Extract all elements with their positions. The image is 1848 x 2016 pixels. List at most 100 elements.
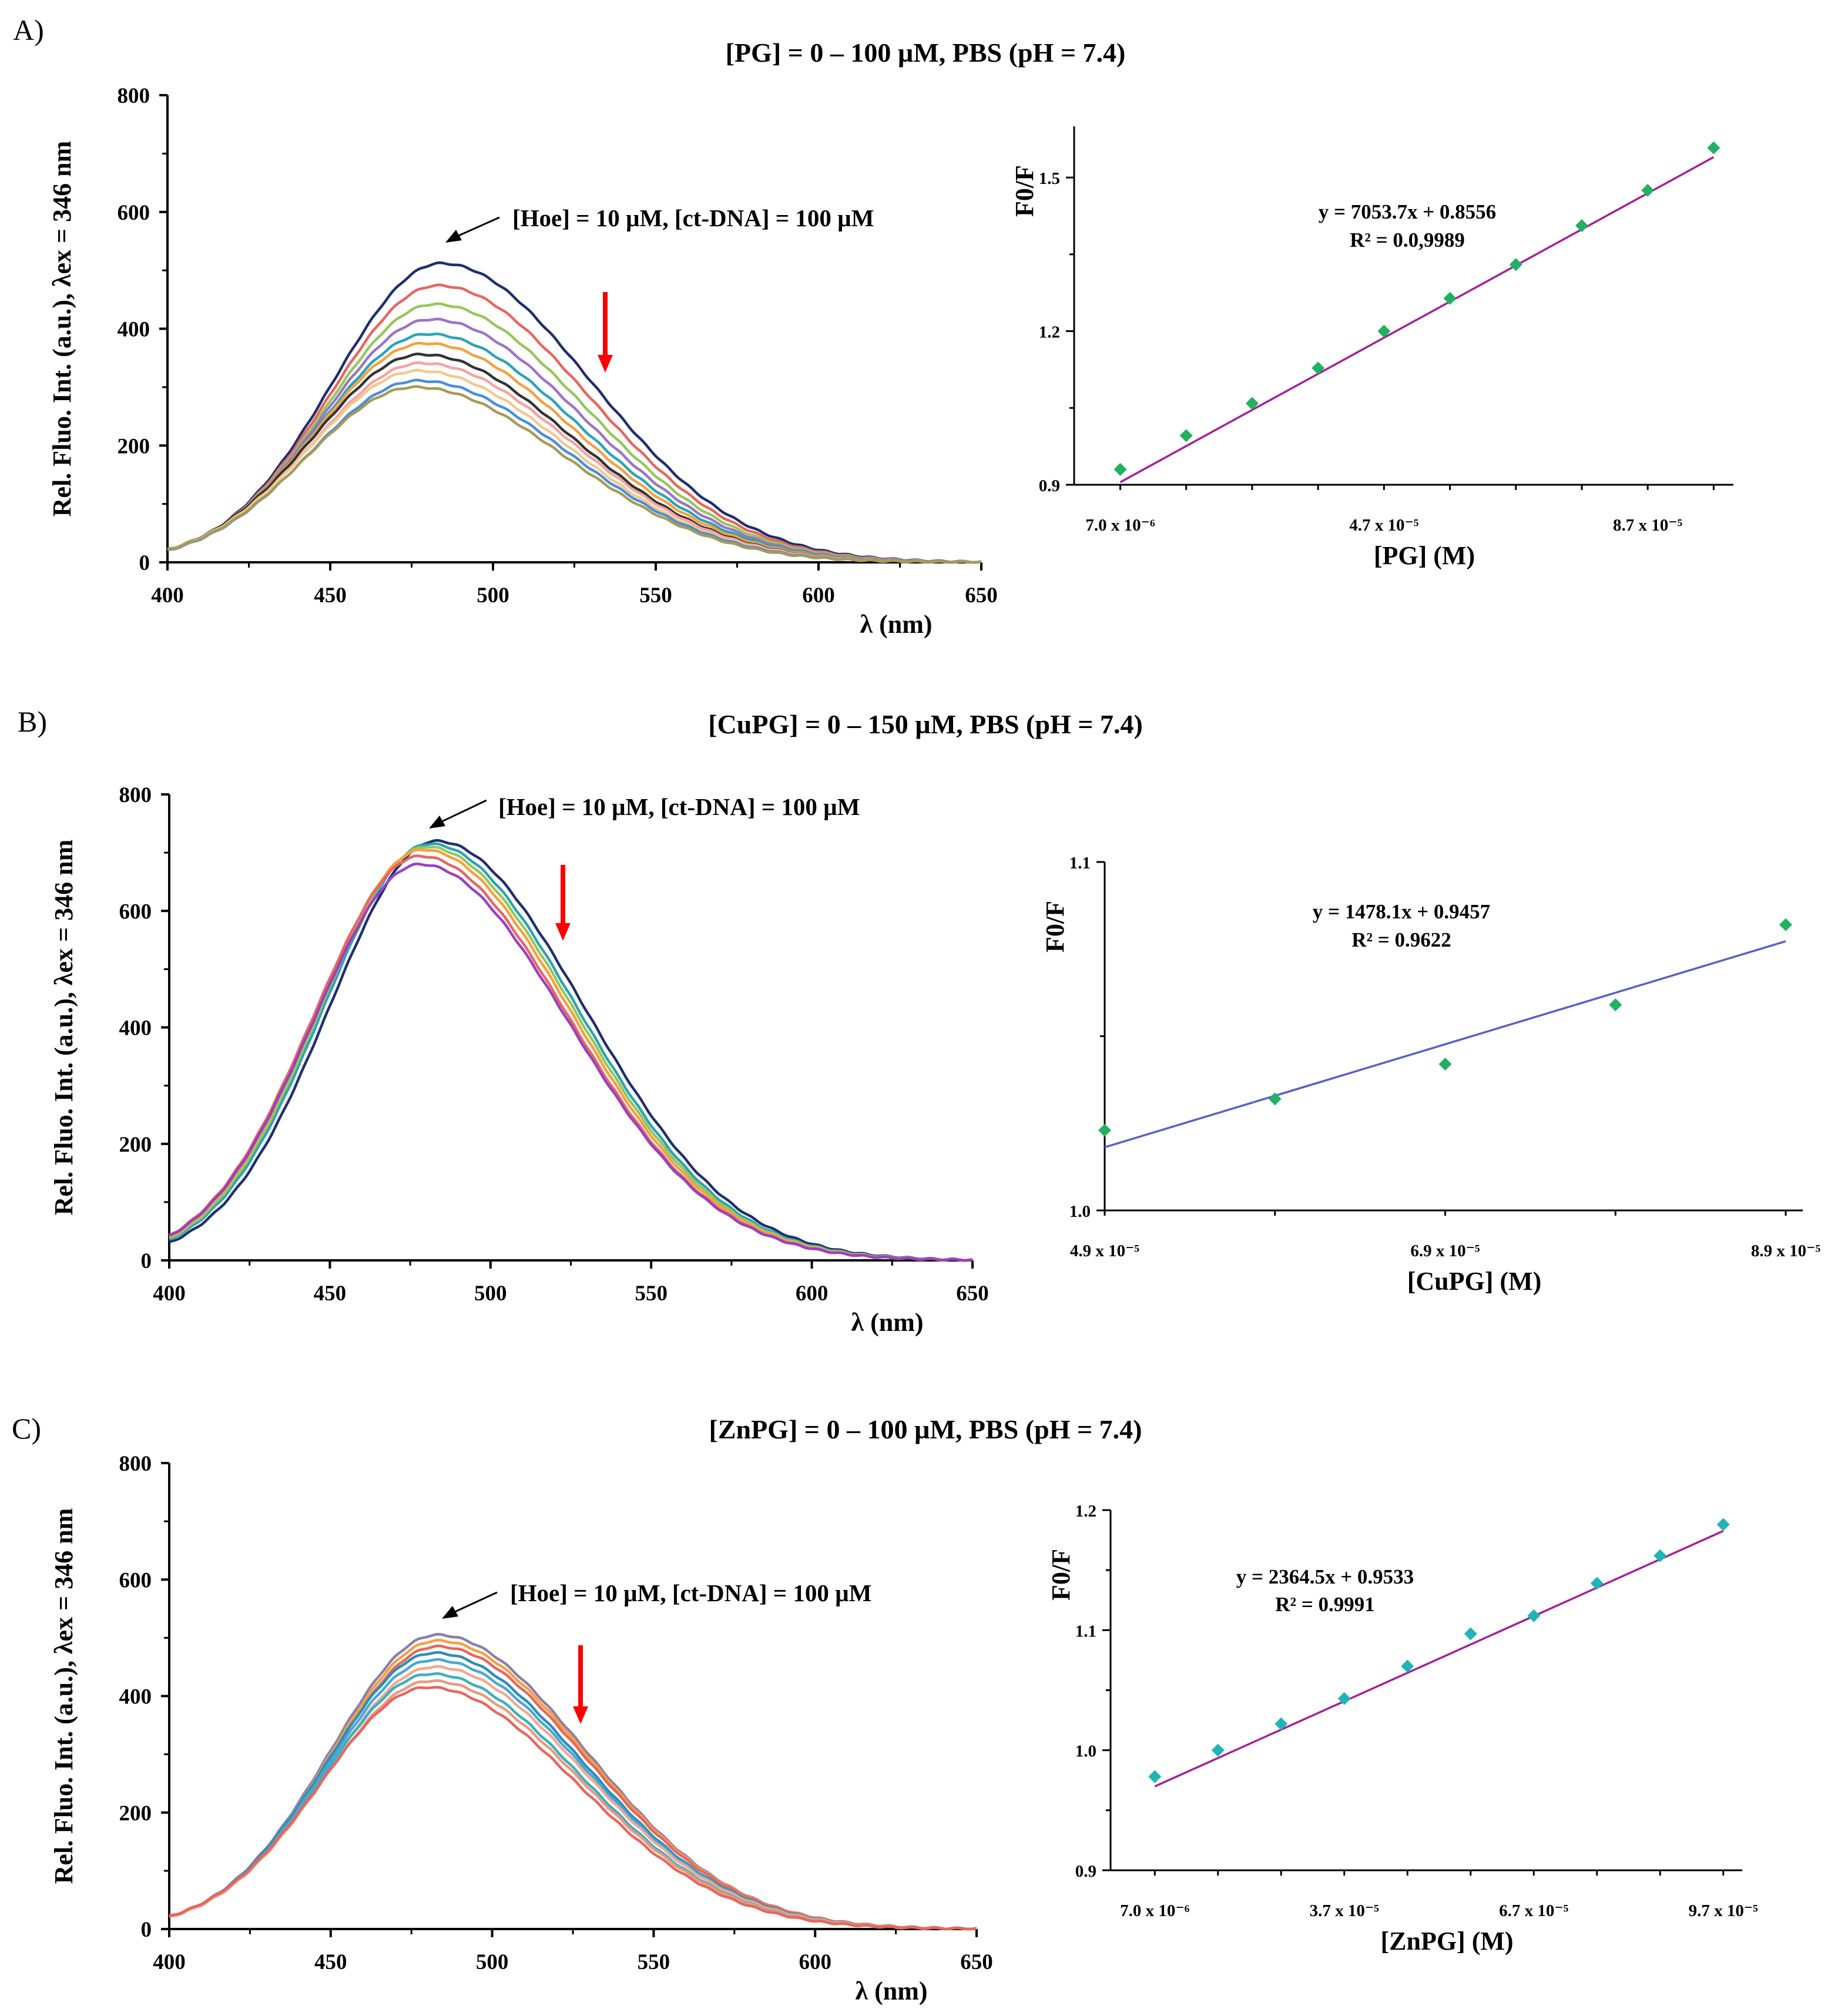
spectrum-line-s1 [167, 261, 982, 564]
x-tick-label: 400 [151, 583, 184, 608]
y-axis-title: Rel. Fluo. Int. (a.u.), λex = 346 nm [48, 141, 76, 516]
data-point [1443, 291, 1457, 305]
x-axis-title: [CuPG] (M) [1407, 1267, 1542, 1296]
y-tick-label: 1.2 [1039, 323, 1060, 342]
x-tick-label: 6.9 x 10⁻⁵ [1410, 1242, 1480, 1260]
fit-line [1154, 1529, 1724, 1787]
x-tick-label: 450 [314, 1950, 347, 1974]
y-axis-title: F0/F [1010, 165, 1039, 217]
spectrum-line-s3 [169, 1644, 977, 1931]
y-axis-title: Rel. Fluo. Int. (a.u.), λex = 346 nm [49, 1508, 78, 1884]
annotation-c: [Hoe] = 10 µM, [ct-DNA] = 100 µM [510, 1579, 871, 1606]
x-tick-label: 3.7 x 10⁻⁵ [1310, 1901, 1380, 1920]
annotation-arrow-line [452, 1591, 498, 1614]
data-point [1179, 429, 1193, 442]
y-tick-label: 0 [139, 551, 150, 575]
x-tick-label: 550 [639, 583, 672, 608]
data-point [1098, 1123, 1111, 1137]
x-tick-label: 7.0 x 10⁻⁶ [1120, 1901, 1190, 1920]
panel-label-b: B) [18, 705, 47, 738]
data-point [1654, 1549, 1667, 1562]
panel-title-a: [PG] = 0 – 100 µM, PBS (pH = 7.4) [726, 38, 1126, 68]
y-tick-label: 600 [119, 900, 152, 924]
annotation-arrow-head [429, 816, 445, 828]
annotation-arrow-head [445, 230, 462, 243]
y-tick-label: 0.9 [1075, 1862, 1096, 1881]
annotation-arrow-line [455, 216, 500, 238]
y-tick-label: 200 [119, 1802, 152, 1826]
data-point [1509, 258, 1522, 271]
data-point [1464, 1627, 1477, 1641]
y-tick-label: 200 [118, 434, 150, 458]
x-tick-label: 600 [796, 1282, 829, 1306]
y-axis-title: F0/F [1041, 901, 1069, 952]
panel-title-b: [CuPG] = 0 – 150 µM, PBS (pH = 7.4) [708, 709, 1143, 739]
data-point [1438, 1057, 1452, 1071]
x-tick-label: 7.0 x 10⁻⁶ [1085, 516, 1155, 535]
y-tick-label: 800 [118, 84, 150, 108]
spectrum-line-s5 [169, 1658, 977, 1931]
x-axis-title: [PG] (M) [1374, 541, 1475, 570]
annotation-arrow-head [442, 1606, 458, 1619]
data-point [1609, 998, 1622, 1012]
fit-plot-a: 0.9 1.2 1.5 7.0 x 10⁻⁶ 4.7 x 10⁻⁵ 8.7 x 10⁻⁵ [… [1010, 126, 1733, 570]
data-point [1716, 1518, 1730, 1531]
equation-c: y = 2364.5x + 0.9533 [1236, 1565, 1414, 1588]
panel-label-a: A) [13, 14, 44, 46]
data-point [1590, 1576, 1604, 1590]
x-tick-label: 650 [960, 1950, 993, 1974]
annotation-arrow-line [439, 799, 487, 824]
x-tick-label: 500 [477, 583, 509, 608]
y-tick-label: 1.5 [1039, 169, 1060, 188]
x-tick-label: 8.7 x 10⁻⁵ [1613, 516, 1683, 535]
data-point [1275, 1717, 1288, 1730]
y-tick-label: 800 [119, 783, 152, 807]
fit-line [1104, 940, 1786, 1149]
spectrum-line-s3 [167, 302, 982, 564]
y-tick-label: 1.2 [1075, 1502, 1096, 1521]
x-tick-label: 400 [153, 1282, 186, 1306]
spectrum-line-s1 [169, 1633, 977, 1931]
fit-line [1119, 156, 1715, 484]
y-tick-label: 1.0 [1075, 1742, 1096, 1761]
data-point [1575, 219, 1588, 233]
y-tick-label: 1.0 [1069, 1202, 1091, 1221]
x-axis-title: λ (nm) [851, 1308, 923, 1337]
x-tick-label: 600 [799, 1950, 831, 1974]
panel-title-c: [ZnPG] = 0 – 100 µM, PBS (pH = 7.4) [709, 1414, 1142, 1444]
spectrum-line-s5 [169, 854, 973, 1262]
data-point [1268, 1092, 1282, 1106]
y-tick-label: 200 [119, 1133, 152, 1157]
y-tick-label: 0 [141, 1918, 152, 1942]
data-point [1377, 324, 1391, 338]
spectrum-line-s4 [169, 1651, 977, 1931]
panel-label-c: C) [12, 1412, 41, 1445]
y-tick-label: 400 [118, 318, 150, 342]
spectrum-line-s2 [169, 842, 973, 1262]
x-tick-label: 4.7 x 10⁻⁵ [1349, 516, 1419, 535]
data-point [1641, 183, 1655, 197]
y-tick-label: 800 [119, 1452, 152, 1476]
data-point [1245, 397, 1259, 410]
x-tick-label: 450 [314, 1282, 347, 1306]
fit-plot-b: 1.0 1.1 4.9 x 10⁻⁵ 6.9 x 10⁻⁵ 8.9 x 10⁻⁵ [CuP… [1041, 854, 1820, 1296]
x-tick-label: 600 [802, 583, 835, 608]
spectra-plot-c: 400 450 500 550 600 650 0 200 400 600 800 λ (nm) Rel… [49, 1452, 993, 2005]
spectrum-line-s6 [169, 862, 973, 1262]
x-tick-label: 6.7 x 10⁻⁵ [1499, 1901, 1569, 1920]
y-tick-label: 400 [119, 1017, 152, 1041]
fit-plot-c: 0.9 1.0 1.1 1.2 7.0 x 10⁻⁶ 3.7 x 10⁻⁵ 6.7 x 10… [1047, 1502, 1758, 1955]
spectrum-line-s9 [169, 1686, 977, 1931]
r2-c: R² = 0.9991 [1275, 1593, 1374, 1616]
annotation-b: [Hoe] = 10 µM, [ct-DNA] = 100 µM [498, 793, 860, 820]
x-tick-label: 650 [965, 583, 998, 608]
x-tick-label: 550 [635, 1282, 668, 1306]
y-axis-title: Rel. Fluo. Int. (a.u.), λex = 346 nm [49, 840, 78, 1215]
spectrum-line-s1 [169, 838, 973, 1262]
data-point [1337, 1692, 1351, 1705]
spectrum-line-s4 [167, 317, 982, 564]
x-tick-label: 450 [314, 583, 347, 608]
data-point [1527, 1609, 1541, 1622]
y-tick-label: 0 [141, 1249, 152, 1273]
spectrum-line-s8 [169, 1679, 977, 1931]
